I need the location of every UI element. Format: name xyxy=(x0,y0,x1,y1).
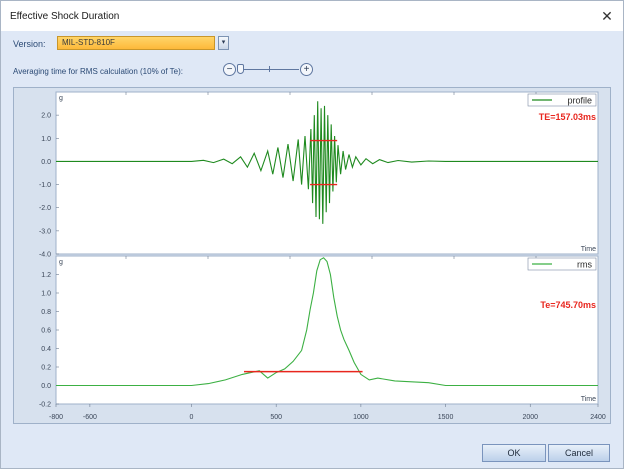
rms-chart-y-tick-label: 0.8 xyxy=(41,309,51,316)
rms-chart-x-tick-label: 0 xyxy=(190,414,194,421)
charts-svg: g 2.0 1.0 0.0 -1.0 -2.0 -3.0 -4.0 Time profile TE=… xyxy=(39,91,606,421)
profile-chart-y-tick-label: 1.0 xyxy=(41,136,51,143)
zoom-out-icon[interactable]: − xyxy=(223,63,236,76)
version-select[interactable]: MIL-STD-810F xyxy=(57,36,215,50)
profile-chart-y-tick-label: -3.0 xyxy=(39,228,51,235)
profile-chart-y-axis-label: g xyxy=(59,95,63,102)
rms-chart-legend xyxy=(527,257,597,271)
rms-chart-legend-entry: rms xyxy=(577,260,592,270)
rms-chart-y-tick-label: 1.0 xyxy=(41,291,51,298)
chart-area: g 2.0 1.0 0.0 -1.0 -2.0 -3.0 -4.0 Time profile TE=… xyxy=(13,87,611,424)
profile-chart-x-axis-label: Time xyxy=(581,246,596,253)
window-title: Effective Shock Duration xyxy=(10,11,120,22)
rms-chart-te-annotation: Te=745.70ms xyxy=(540,300,596,310)
rms-chart-x-tick-label: 2000 xyxy=(522,414,538,421)
profile-chart-y-tick-label: -2.0 xyxy=(39,205,51,212)
ok-button[interactable]: OK xyxy=(482,444,546,462)
rms-chart-x-tick-label: 1500 xyxy=(438,414,454,421)
rms-chart-y-axis-label: g xyxy=(59,259,63,266)
profile-chart-series-line xyxy=(56,101,598,224)
rms-chart-y-tick-label: 0.2 xyxy=(41,365,51,372)
rms-chart-plot-background xyxy=(55,255,599,405)
cancel-button[interactable]: Cancel xyxy=(548,444,610,462)
zoom-in-icon[interactable]: + xyxy=(300,63,313,76)
rms-chart-x-tick-label: 2400 xyxy=(590,414,606,421)
averaging-slider-tick xyxy=(269,66,270,72)
profile-chart-y-tick-label: -1.0 xyxy=(39,182,51,189)
dialog-content: Version: MIL-STD-810F ▾ Averaging time f… xyxy=(1,31,623,468)
averaging-time-label: Averaging time for RMS calculation (10% … xyxy=(13,67,184,76)
profile-chart-y-tick-label: 2.0 xyxy=(41,113,51,120)
rms-chart-x-axis-label: Time xyxy=(581,396,596,403)
rms-chart-x-tick-label: 500 xyxy=(270,414,282,421)
profile-chart-te-annotation: TE=157.03ms xyxy=(539,112,596,122)
rms-chart-y-tick-label: -0.2 xyxy=(39,402,51,409)
version-label: Version: xyxy=(13,39,46,49)
profile-chart-y-tick-label: -4.0 xyxy=(39,252,51,259)
profile-chart-legend xyxy=(527,93,597,107)
profile-chart-y-tick-label: 0.0 xyxy=(41,159,51,166)
rms-chart-y-tick-label: 1.2 xyxy=(41,272,51,279)
rms-chart-x-tick-label: -600 xyxy=(83,414,97,421)
close-icon[interactable]: ✕ xyxy=(601,8,613,24)
rms-chart-y-tick-label: 0.4 xyxy=(41,346,51,353)
title-bar: Effective Shock Duration ✕ xyxy=(1,1,623,31)
rms-chart-y-tick-label: 0.0 xyxy=(41,383,51,390)
rms-chart-y-tick-label: 0.6 xyxy=(41,328,51,335)
rms-chart-x-tick-label: 1000 xyxy=(353,414,369,421)
averaging-slider-track[interactable] xyxy=(237,69,299,70)
profile-chart-legend-entry: profile xyxy=(567,96,592,106)
chevron-down-icon[interactable]: ▾ xyxy=(218,36,229,50)
rms-chart-x-tick-label: -800 xyxy=(49,414,63,421)
averaging-slider-thumb[interactable] xyxy=(237,64,244,74)
